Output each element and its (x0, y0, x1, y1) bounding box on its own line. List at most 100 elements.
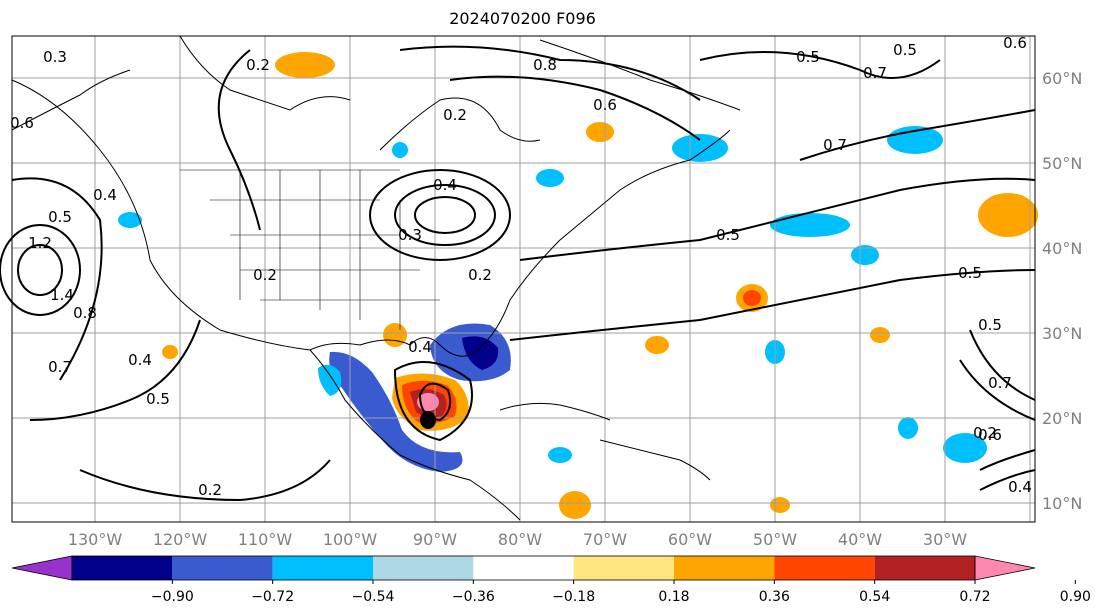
colorbar-outline (71, 555, 976, 581)
lon-label: 60°W (668, 530, 712, 549)
contour-label: 0.4 (128, 351, 152, 369)
shade-neg-small3 (392, 142, 408, 158)
colorbar-tick-label: 0.72 (959, 589, 990, 605)
lat-label: 20°N (1042, 409, 1082, 428)
contour-label: 0.5 (978, 316, 1002, 334)
shade-caribbean-neg (943, 433, 987, 463)
contour-label: 0.8 (533, 56, 557, 74)
coastlines (11, 35, 741, 521)
state-borders (180, 169, 440, 330)
shade-atlantic-positive (978, 193, 1038, 237)
colorbar-extend-low (11, 555, 73, 581)
contour-lines (0, 45, 1036, 502)
colorbar-tick-label: −0.18 (552, 589, 595, 605)
latitude-labels: 60°N 50°N 40°N 30°N 20°N 10°N (1042, 69, 1082, 513)
contour-label: 0.2 (246, 56, 270, 74)
contour-label: 0.2 (973, 424, 997, 442)
lat-label: 50°N (1042, 154, 1082, 173)
contour-label: 0.7 (48, 358, 72, 376)
shade-pos-small1 (586, 122, 614, 142)
shaded-anomaly-areas (118, 52, 1038, 519)
contour-label-layer: 0.3 0.20.60.40.51.21.40.80.70.20.40.50.20… (10, 34, 1032, 499)
colorbar (11, 555, 1036, 581)
lon-label: 120°W (153, 530, 208, 549)
shade-midatlantic-core (743, 290, 761, 306)
shade-mexico-negative (329, 351, 463, 472)
shade-gulf-pos (383, 323, 407, 347)
contour-label: 0.6 (10, 114, 34, 132)
shade-alaska-positive (275, 52, 335, 78)
colorbar-segment (72, 556, 173, 580)
shade-caribbean-neg2 (898, 417, 918, 439)
shade-pos-small5 (770, 497, 790, 513)
shade-quebec-negative (672, 134, 728, 162)
contour-label: 0.5 (716, 226, 740, 244)
contour-label: 0.6 (978, 426, 1002, 444)
contour-label: 0.7 (823, 136, 847, 154)
colorbar-tick-label: 0.36 (759, 589, 790, 605)
colorbar-tick-labels: −0.90 −0.72 −0.54 −0.36 −0.18 0.18 0.36 0.54 0.7… (151, 580, 1091, 605)
colorbar-extend-high (974, 555, 1036, 581)
contour-label: 0.2 (443, 106, 467, 124)
contour-label: 0.2 (468, 266, 492, 284)
contour-label: 0.4 (1008, 478, 1032, 496)
map-title: 2024070200 F096 (449, 9, 596, 28)
contour-label: 0.5 (146, 390, 170, 408)
contour-label: 1.4 (50, 286, 74, 304)
contour-label: 0.6 (593, 96, 617, 114)
contour-label: 0.3 (43, 48, 67, 66)
lon-label: 80°W (498, 530, 542, 549)
colorbar-segment (573, 556, 674, 580)
lat-label: 30°N (1042, 324, 1082, 343)
lon-label: 70°W (583, 530, 627, 549)
shade-pos-small2 (645, 336, 669, 354)
colorbar-tick-label: −0.54 (352, 589, 395, 605)
colorbar-tick-label: −0.36 (452, 589, 495, 605)
map-panel: 0.3 0.20.60.40.51.21.40.80.70.20.40.50.20… (0, 34, 1038, 523)
colorbar-tick-label: 0.54 (859, 589, 890, 605)
lon-label: 130°W (68, 530, 123, 549)
lon-label: 100°W (323, 530, 378, 549)
hurricane-center-marker (420, 411, 436, 429)
contour-label: 1.2 (28, 234, 52, 252)
shade-mexico-light (318, 364, 342, 396)
contour-label: 0.2 (198, 481, 222, 499)
shade-central-america-pos (559, 491, 591, 519)
colorbar-segment (272, 556, 373, 580)
lat-label: 60°N (1042, 69, 1082, 88)
colorbar-segment (373, 556, 474, 580)
contour-label: 0.6 (1003, 34, 1027, 52)
colorbar-tick-label: 0.90 (1060, 589, 1091, 605)
graticule-grid (12, 36, 1035, 522)
colorbar-tick-label: −0.90 (151, 589, 194, 605)
lon-label: 110°W (238, 530, 293, 549)
contour-label: 0.5 (48, 208, 72, 226)
shade-gulf-strong-negative (462, 336, 499, 370)
colorbar-segment (774, 556, 875, 580)
map-frame (11, 35, 1036, 523)
colorbar-segment (473, 556, 574, 580)
lon-label: 30°W (923, 530, 967, 549)
shade-neg-small4 (548, 447, 572, 463)
contour-label: 0.3 (398, 226, 422, 244)
shade-pos-small3 (870, 327, 890, 343)
shade-east-atlantic-neg3 (851, 245, 879, 265)
contour-label: 0.5 (958, 264, 982, 282)
lon-label: 50°W (753, 530, 797, 549)
contour-label: 0.4 (433, 176, 457, 194)
colorbar-tick-label: 0.18 (658, 589, 689, 605)
contour-label: 0.7 (988, 374, 1012, 392)
colorbar-segment (172, 556, 273, 580)
contour-label: 0.5 (893, 41, 917, 59)
lon-label: 90°W (413, 530, 457, 549)
shade-hudson-neg (536, 169, 564, 187)
shade-pos-small4 (162, 345, 178, 359)
contour-label: 0.5 (796, 48, 820, 66)
longitude-labels: 130°W 120°W 110°W 100°W 90°W 80°W 70°W 60°W 50°W… (68, 530, 967, 549)
colorbar-tick-label: −0.72 (251, 589, 294, 605)
colorbar-segment (674, 556, 775, 580)
contour-label: 0.4 (408, 338, 432, 356)
shade-neg-small1 (118, 212, 142, 228)
contour-label: 0.2 (253, 266, 277, 284)
